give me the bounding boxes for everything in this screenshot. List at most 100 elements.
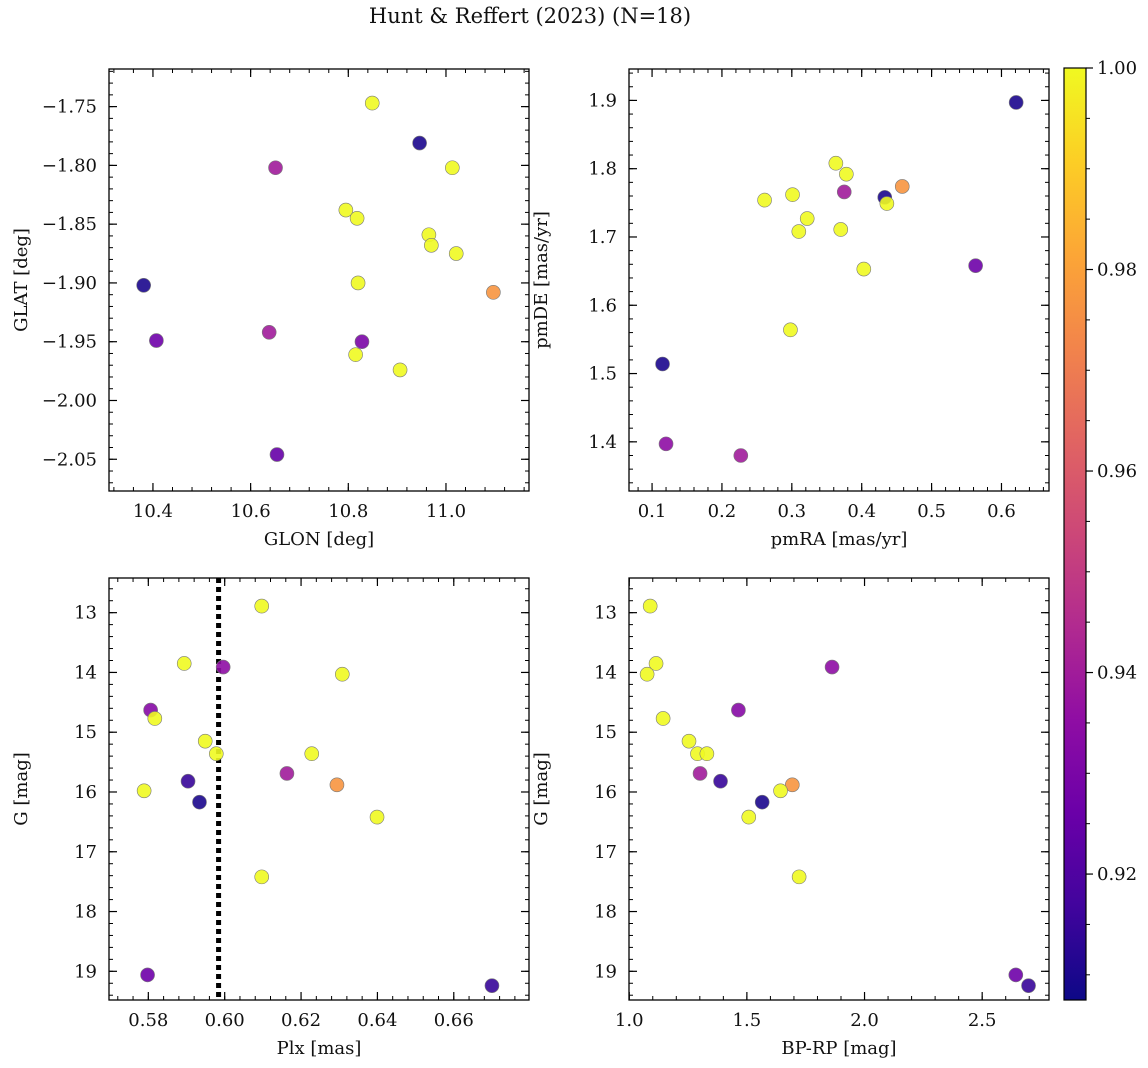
figure-title: Hunt & Reffert (2023) (N=18) bbox=[368, 4, 692, 28]
data-point bbox=[733, 448, 749, 463]
data-point bbox=[658, 436, 674, 452]
data-point bbox=[484, 978, 500, 993]
data-point bbox=[799, 211, 815, 226]
panel-plx-g: 0.58 0.60 0.62 0.64 0.66 13 14 15 16 17 18 19 Plx [m… bbox=[11, 577, 530, 1059]
x-tick-label: 0.5 bbox=[917, 501, 946, 522]
x-axis-label: BP-RP [mag] bbox=[781, 1038, 896, 1059]
data-point bbox=[968, 258, 983, 273]
x-tick-label: 1.0 bbox=[615, 1010, 644, 1031]
data-point bbox=[197, 733, 213, 749]
axes-frame bbox=[628, 68, 1050, 492]
x-tick-label: 0.66 bbox=[434, 1010, 474, 1031]
data-point bbox=[1008, 95, 1024, 110]
y-axis-label: pmDE [mas/yr] bbox=[531, 211, 552, 349]
data-point bbox=[136, 277, 151, 293]
y-tick-label: 17 bbox=[74, 842, 97, 863]
data-point bbox=[791, 224, 807, 239]
y-tick-label: 18 bbox=[594, 902, 617, 923]
x-tick-label: 0.64 bbox=[357, 1010, 397, 1031]
data-point bbox=[754, 794, 770, 810]
data-point bbox=[349, 210, 365, 226]
y-tick-label: 13 bbox=[594, 603, 617, 624]
x-tick-label: 10.4 bbox=[133, 501, 173, 522]
data-point bbox=[699, 746, 715, 762]
data-point bbox=[269, 447, 285, 462]
y-tick-label: 16 bbox=[594, 782, 617, 803]
data-point bbox=[856, 261, 872, 277]
x-axis-label: Plx [mas] bbox=[277, 1038, 362, 1059]
data-point bbox=[334, 666, 350, 682]
data-point bbox=[279, 766, 295, 781]
data-point bbox=[140, 967, 155, 983]
data-point bbox=[692, 766, 708, 781]
x-tick-label: 0.1 bbox=[638, 501, 667, 522]
x-tick-label: 2.0 bbox=[850, 1010, 879, 1031]
y-tick-label: −1.80 bbox=[42, 155, 97, 176]
x-tick-label: 10.6 bbox=[231, 501, 271, 522]
y-tick-label: 1.7 bbox=[588, 227, 617, 248]
data-point bbox=[254, 869, 270, 885]
y-tick-label: 16 bbox=[74, 782, 97, 803]
y-tick-label: 15 bbox=[594, 722, 617, 743]
x-tick-label: 1.5 bbox=[733, 1010, 762, 1031]
data-point bbox=[192, 794, 207, 810]
x-tick-label: 0.60 bbox=[205, 1010, 245, 1031]
panel-pmra-pmde: 0.1 0.2 0.3 0.4 0.5 0.6 1.4 1.5 1.6 1.7 1.8 1.9 pmRA… bbox=[531, 68, 1050, 550]
data-point bbox=[783, 322, 798, 338]
data-point bbox=[1021, 978, 1036, 993]
data-point bbox=[364, 95, 380, 111]
x-tick-label: 0.58 bbox=[128, 1010, 168, 1031]
x-tick-label: 0.4 bbox=[847, 501, 876, 522]
data-point bbox=[350, 275, 366, 291]
y-tick-label: 1.6 bbox=[588, 295, 617, 316]
x-axis-label: pmRA [mas/yr] bbox=[771, 529, 908, 550]
data-point bbox=[784, 777, 800, 793]
colorbar-tick-label: 0.98 bbox=[1097, 260, 1137, 281]
y-tick-label: −2.00 bbox=[42, 390, 97, 411]
y-tick-label: −1.75 bbox=[42, 97, 97, 118]
data-point bbox=[791, 869, 807, 885]
x-tick-label: 0.2 bbox=[708, 501, 737, 522]
x-tick-label: 0.62 bbox=[281, 1010, 321, 1031]
data-point bbox=[149, 333, 164, 348]
data-point bbox=[445, 160, 460, 176]
data-point bbox=[176, 656, 192, 671]
data-point bbox=[639, 666, 655, 682]
data-point bbox=[180, 773, 196, 789]
y-tick-label: 1.9 bbox=[588, 90, 617, 111]
y-tick-label: 19 bbox=[594, 961, 617, 982]
data-point bbox=[773, 783, 788, 799]
y-axis-label: G [mag] bbox=[11, 752, 32, 825]
data-point bbox=[486, 285, 501, 300]
data-point bbox=[412, 135, 427, 151]
x-tick-label: 11.0 bbox=[426, 501, 466, 522]
y-tick-label: 1.8 bbox=[588, 159, 617, 180]
x-axis-label: GLON [deg] bbox=[264, 529, 374, 550]
axes-frame bbox=[108, 577, 530, 1001]
y-tick-label: 15 bbox=[74, 722, 97, 743]
data-point bbox=[655, 356, 670, 372]
data-point bbox=[648, 656, 664, 671]
data-point bbox=[757, 192, 772, 208]
y-tick-label: −1.90 bbox=[42, 273, 97, 294]
data-point bbox=[136, 783, 152, 799]
colorbar-gradient bbox=[1064, 68, 1086, 1000]
data-point bbox=[879, 196, 895, 211]
data-point bbox=[147, 711, 163, 726]
y-axis-label: GLAT [deg] bbox=[11, 228, 32, 332]
colorbar-frame bbox=[1063, 67, 1087, 1001]
data-point bbox=[836, 184, 852, 200]
data-point bbox=[304, 746, 320, 762]
data-point bbox=[741, 809, 757, 825]
data-point bbox=[839, 166, 854, 182]
colorbar-tick-label: 0.94 bbox=[1097, 663, 1137, 684]
data-point bbox=[424, 238, 439, 253]
data-point bbox=[833, 222, 849, 237]
y-tick-label: 1.5 bbox=[588, 364, 617, 385]
y-tick-label: 14 bbox=[74, 662, 97, 683]
colorbar-tick-label: 0.96 bbox=[1097, 461, 1137, 482]
y-tick-label: −1.85 bbox=[42, 214, 97, 235]
y-tick-label: 18 bbox=[74, 902, 97, 923]
data-point bbox=[894, 179, 910, 194]
